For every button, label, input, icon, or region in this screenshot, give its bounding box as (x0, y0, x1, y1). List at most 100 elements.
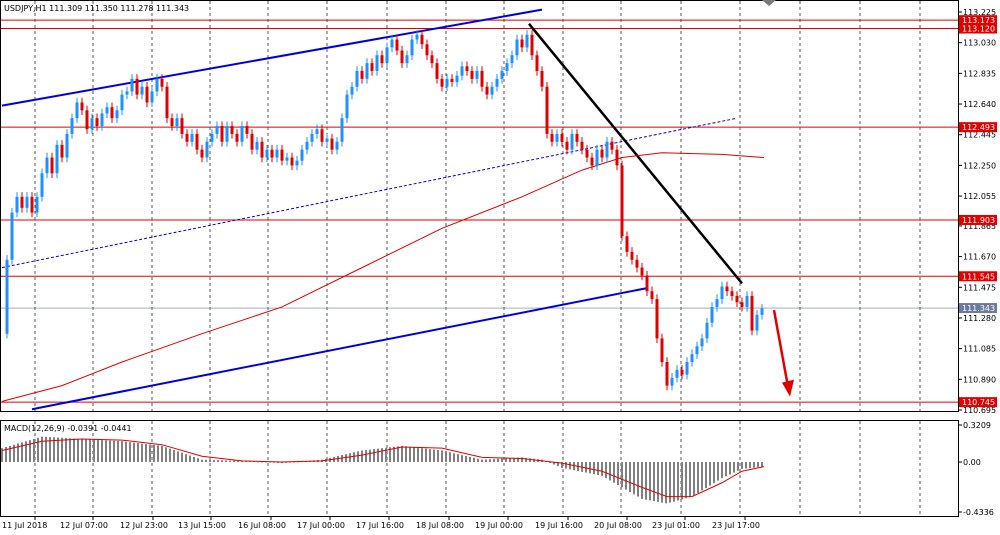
candle-body (565, 141, 569, 150)
macd-bar (593, 462, 595, 475)
candle-body (755, 314, 759, 331)
macd-bar (617, 462, 619, 486)
macd-bar (181, 452, 183, 463)
macd-bar (89, 439, 91, 463)
time-tick-label: 18 Jul 08:00 (416, 521, 464, 530)
macd-bar (489, 459, 491, 463)
macd-bar (633, 462, 635, 495)
moving-average (1, 152, 765, 402)
macd-bar (761, 462, 763, 467)
macd-bar (409, 446, 411, 463)
candle-body (445, 78, 449, 87)
candle-body (595, 149, 599, 166)
macd-bar (465, 456, 467, 463)
candle-body (660, 338, 664, 363)
level-label: 111.903 (962, 216, 995, 225)
macd-bar (345, 454, 347, 463)
candle-body (55, 144, 59, 174)
candle-body (500, 70, 504, 79)
macd-bar (741, 462, 743, 469)
macd-bar (193, 456, 195, 463)
candle-body (760, 308, 764, 315)
macd-pane-border (0, 420, 959, 517)
macd-bar (157, 445, 159, 463)
macd-bar (385, 447, 387, 463)
candle-body (410, 39, 414, 56)
macd-bar (661, 462, 663, 503)
macd-bar (517, 457, 519, 463)
macd-bar (729, 462, 731, 475)
scroll-marker-icon[interactable] (762, 0, 776, 6)
macd-title: MACD(12,26,9) -0.0391 -0.0441 (4, 424, 132, 433)
macd-bar (261, 462, 263, 463)
candle-body (180, 118, 184, 134)
macd-bar (709, 462, 711, 486)
candle-body (355, 70, 359, 87)
macd-bar (657, 462, 659, 502)
candle-body (550, 133, 554, 142)
candle-body (330, 138, 334, 150)
macd-bar (197, 458, 199, 463)
candle-body (315, 129, 319, 134)
macd-bar (713, 462, 715, 484)
macd-bar (529, 458, 531, 463)
trend-lines (1, 8, 794, 411)
candle-body (120, 94, 124, 111)
level-label: 110.745 (962, 398, 995, 407)
macd-bar (757, 462, 759, 468)
macd-bar (97, 439, 99, 463)
macd-bar (149, 444, 151, 463)
candle-body (400, 50, 404, 64)
macd-bar (393, 446, 395, 463)
candle-body (685, 362, 689, 375)
macd-bar (645, 462, 647, 500)
macd-bar (173, 450, 175, 463)
price-tick-label: 112.640 (963, 100, 996, 109)
candle-body (725, 286, 729, 292)
candle-body (365, 63, 369, 79)
candle-body (240, 126, 244, 142)
price-tick-label: 112.250 (963, 161, 996, 170)
macd-bar (449, 452, 451, 463)
macd-bar (601, 462, 603, 476)
candle-body (85, 110, 89, 130)
macd-bar (441, 450, 443, 463)
macd-bar (461, 455, 463, 463)
candle-body (655, 299, 659, 339)
candle-body (525, 34, 529, 48)
candle-body (690, 354, 694, 363)
candle-body (585, 149, 589, 158)
macd-bar (717, 462, 719, 481)
macd-tick-label: -0.4336 (963, 508, 994, 517)
macd-bar (341, 455, 343, 463)
macd-bar (505, 458, 507, 463)
macd-bar (133, 442, 135, 463)
candle-body (310, 133, 314, 142)
candle-body (195, 133, 199, 150)
candle-body (715, 299, 719, 307)
candle-body (470, 70, 474, 79)
macd-bar (669, 462, 671, 503)
candle-body (385, 47, 389, 64)
candle-body (675, 369, 679, 378)
candle-body (405, 55, 409, 64)
macd-bar (169, 448, 171, 463)
candle-body (495, 78, 499, 87)
candle-body (90, 118, 94, 130)
macd-bar (113, 440, 115, 463)
candle-body (185, 133, 189, 142)
macd-bar (597, 462, 599, 476)
level-label-bg (959, 271, 997, 282)
macd-bar (77, 438, 79, 463)
macd-bar (569, 462, 571, 470)
candle-body (335, 141, 339, 150)
macd-bar (485, 459, 487, 463)
macd-bar (497, 458, 499, 463)
macd-bar (245, 461, 247, 463)
candle-body (505, 63, 509, 71)
candle-body (270, 149, 274, 158)
macd-bar (749, 462, 751, 469)
candle-body (5, 259, 9, 334)
